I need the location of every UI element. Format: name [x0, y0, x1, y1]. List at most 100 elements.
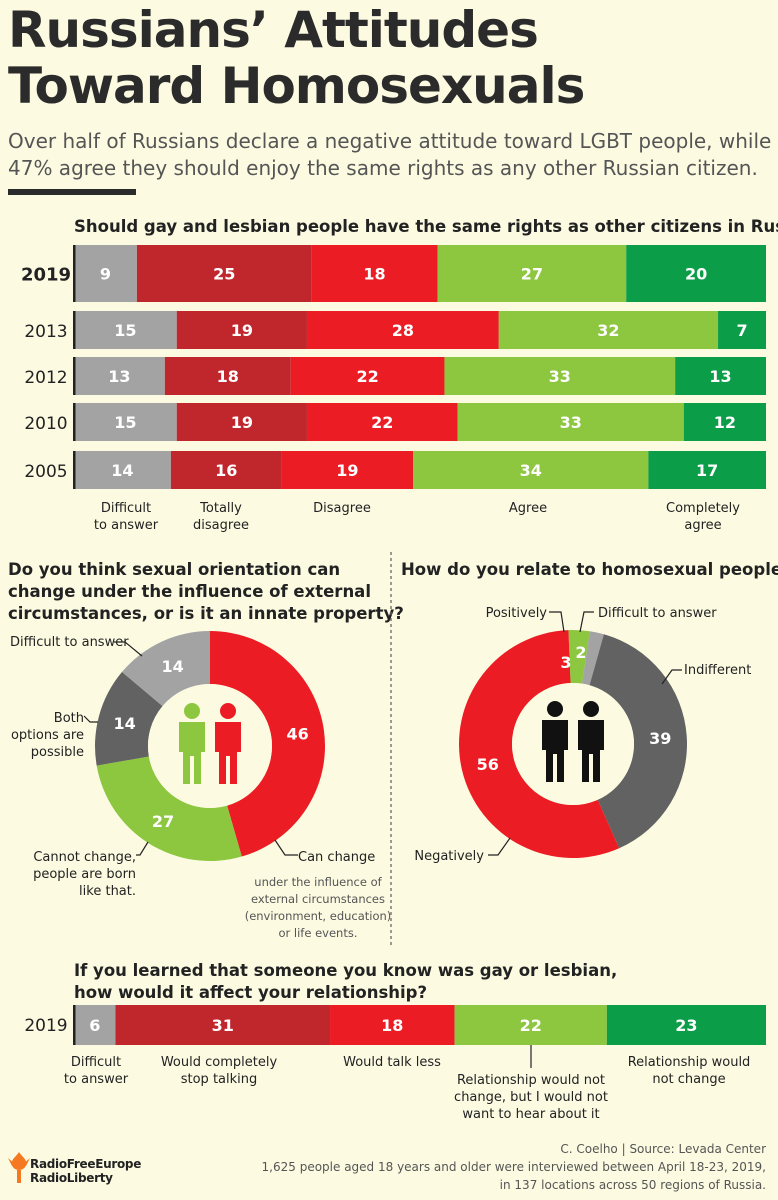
value-2005-disagree: 19: [336, 461, 358, 480]
credit-line-1: C. Coelho | Source: Levada Center: [560, 1142, 766, 1156]
bar-2012-agree: [444, 357, 676, 395]
orientation-slice-difficult-to-answer: [122, 631, 210, 707]
relationship-bar-chart: If you learned that someone you know was…: [24, 961, 766, 1122]
relationship-title-line-1: If you learned that someone you know was…: [74, 961, 617, 980]
leader-difficult: [114, 641, 143, 657]
value-2019-difficult-to-answer: 9: [100, 265, 111, 284]
year-label-2005: 2005: [24, 462, 67, 482]
orientation-value-cannot-change-people-are-born-like-that: 27: [152, 812, 174, 831]
logo-line-2: RadioLiberty: [30, 1171, 113, 1185]
bar-2005-disagree: [281, 451, 414, 489]
value-2010-agree: 33: [560, 413, 582, 432]
relationship-value-relationship-would-not-change: 23: [675, 1016, 697, 1035]
relationship-value-would-completely-stop-talking: 31: [212, 1016, 234, 1035]
bar-2019-completely-agree: [626, 245, 766, 302]
relationship-label-relationship-would-not-change: Relationship would not change: [628, 1055, 751, 1087]
leader-difficult-relate: [579, 611, 594, 633]
can-change-note: under the influence of external circumsta…: [245, 875, 392, 940]
relate-slice-positively: [568, 629, 590, 684]
credit-line-3: in 137 locations across 50 regions of Ru…: [499, 1178, 766, 1192]
orientation-donut-chart: Do you think sexual orientation can chang…: [8, 560, 404, 940]
relationship-label-would-completely-stop-talking: Would completely stop talking: [161, 1055, 278, 1087]
title-line-1: Russians’ Attitudes: [8, 1, 539, 59]
leader-indifferent: [661, 669, 682, 685]
relationship-title-line-2: how would it affect your relationship?: [74, 983, 427, 1002]
value-2013-totally-disagree: 19: [231, 321, 253, 340]
value-2019-completely-agree: 20: [685, 265, 707, 284]
leader-can-change: [274, 839, 298, 856]
legend-agree: Agree: [509, 501, 547, 516]
bar-2005-agree: [413, 451, 649, 489]
leader-negatively: [488, 837, 511, 856]
bar-2010-totally-disagree: [176, 403, 307, 441]
label-cannot-change: Cannot change, people are born like that.: [33, 850, 136, 899]
value-2005-agree: 34: [520, 461, 542, 480]
legend-difficult-to-answer: Difficult to answer: [94, 501, 159, 533]
label-can-change: Can change: [298, 850, 375, 865]
bar-2013-disagree: [306, 311, 499, 349]
value-2012-completely-agree: 13: [709, 367, 731, 386]
value-2005-totally-disagree: 16: [215, 461, 237, 480]
title-line-2: Toward Homosexuals: [8, 57, 585, 115]
relationship-bar-would-talk-less: [330, 1005, 455, 1045]
value-2012-agree: 33: [549, 367, 571, 386]
label-indifferent: Indifferent: [684, 663, 751, 678]
orientation-slice-cannot-change-people-are-born-like-that: [96, 756, 242, 861]
orientation-title-line-3: circumstances, or is it an innate proper…: [8, 604, 404, 623]
bar-2012-completely-agree: [675, 357, 766, 395]
black-person-icon-1: [542, 701, 568, 782]
value-2010-disagree: 22: [371, 413, 393, 432]
relationship-baseline: [73, 1005, 76, 1045]
black-person-icon-2: [578, 701, 604, 782]
red-person-icon: [215, 703, 241, 784]
bar-baseline: [73, 451, 76, 489]
bar-2013-difficult-to-answer: [74, 311, 177, 349]
bar-2010-completely-agree: [683, 403, 766, 441]
green-person-icon: [179, 703, 205, 784]
credit-line-2: 1,625 people aged 18 years and older wer…: [261, 1160, 766, 1174]
orientation-value-both-options-are-possible: 14: [113, 714, 135, 733]
bar-baseline: [73, 357, 76, 395]
page-title: Russians’ Attitudes Toward Homosexuals: [8, 2, 778, 114]
relationship-bar-relationship-would-not-change-but-i-would-not-want-to-hear-about-it: [454, 1005, 607, 1045]
value-2010-difficult-to-answer: 15: [114, 413, 136, 432]
relate-value-negatively: 56: [477, 755, 499, 774]
bar-2010-agree: [457, 403, 684, 441]
rferl-logo: RadioFreeEurope RadioLiberty: [30, 1157, 141, 1185]
relationship-bar-difficult-to-answer: [74, 1005, 116, 1045]
leader-cannot-change: [136, 841, 149, 856]
relationship-label-would-talk-less: Would talk less: [343, 1055, 441, 1070]
relationship-label-relationship-would-not-change-but-i-would-not-want-to-hear-about-it: Relationship would not change, but I woul…: [454, 1073, 608, 1122]
value-2013-completely-agree: 7: [736, 321, 747, 340]
value-2019-agree: 27: [521, 265, 543, 284]
logo-line-1: RadioFreeEurope: [30, 1157, 142, 1171]
subtitle: Over half of Russians declare a negative…: [8, 129, 772, 180]
bar-2012-disagree: [290, 357, 445, 395]
year-label-2010: 2010: [24, 414, 67, 434]
value-2013-agree: 32: [597, 321, 619, 340]
bar-2019-totally-disagree: [136, 245, 312, 302]
orientation-donut-hole: [148, 684, 272, 808]
value-2012-difficult-to-answer: 13: [108, 367, 130, 386]
label-negatively: Negatively: [414, 849, 484, 864]
rferl-torch-icon: [8, 1152, 30, 1183]
year-label-2012: 2012: [24, 368, 67, 388]
orientation-slice-can-change: [210, 631, 325, 857]
relate-donut-hole: [512, 683, 634, 805]
year-label-2019: 2019: [21, 265, 71, 286]
bar-2019-disagree: [311, 245, 438, 302]
legend-disagree: Disagree: [313, 501, 371, 516]
bar-2010-disagree: [306, 403, 458, 441]
value-2010-completely-agree: 12: [714, 413, 736, 432]
label-difficult-relate: Difficult to answer: [598, 606, 717, 621]
value-2010-totally-disagree: 19: [231, 413, 253, 432]
value-2012-disagree: 22: [356, 367, 378, 386]
relationship-value-would-talk-less: 18: [381, 1016, 403, 1035]
label-both-options: Both options are possible: [11, 711, 84, 760]
relate-value-difficult-to-answer: 2: [575, 643, 586, 662]
value-2019-disagree: 18: [363, 265, 385, 284]
relate-value-positively: 3: [560, 653, 571, 672]
relate-value-indifferent: 39: [649, 729, 671, 748]
legend-totally-disagree: Totally disagree: [193, 501, 249, 533]
